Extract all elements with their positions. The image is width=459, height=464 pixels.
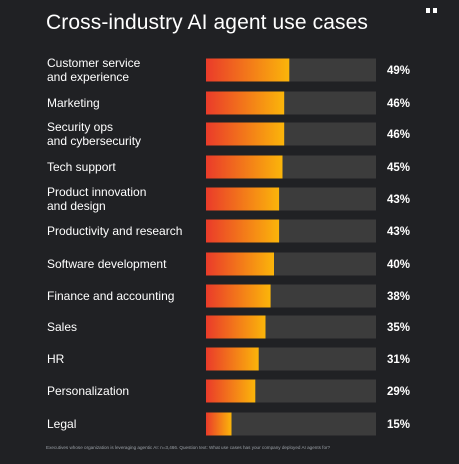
category-label: Personalization	[47, 384, 129, 398]
category-label: Sales	[47, 320, 77, 334]
bar-track	[206, 412, 376, 436]
bar	[206, 58, 290, 82]
value-label: 45%	[387, 162, 410, 174]
bar	[206, 347, 259, 371]
value-label: 31%	[387, 354, 410, 366]
value-label: 43%	[387, 226, 410, 238]
category-label: Marketing	[47, 96, 100, 110]
category-label: Security ops and cybersecurity	[47, 120, 141, 148]
category-label: Finance and accounting	[47, 289, 174, 303]
chart-title: Cross-industry AI agent use cases	[46, 11, 368, 34]
value-label: 40%	[387, 259, 410, 271]
value-label: 35%	[387, 322, 410, 334]
value-label: 49%	[387, 65, 410, 77]
category-label: Software development	[47, 257, 167, 271]
bar	[206, 187, 280, 211]
category-label: Legal	[47, 417, 76, 431]
bar	[206, 219, 280, 243]
bar	[206, 315, 266, 339]
value-label: 46%	[387, 129, 410, 141]
value-label: 38%	[387, 291, 410, 303]
value-label: 15%	[387, 419, 410, 431]
category-label: Tech support	[47, 160, 116, 174]
value-label: 29%	[387, 386, 410, 398]
bar	[206, 91, 285, 115]
value-label: 46%	[387, 98, 410, 110]
bar	[206, 379, 256, 403]
category-label: Product innovation and design	[47, 185, 146, 213]
bar	[206, 412, 232, 436]
category-label: Productivity and research	[47, 224, 182, 238]
bar	[206, 252, 274, 276]
value-label: 43%	[387, 194, 410, 206]
category-label: Customer service and experience	[47, 56, 141, 84]
bar	[206, 122, 285, 146]
category-label: HR	[47, 352, 65, 366]
footnote: Executives whose organization is leverag…	[46, 445, 331, 450]
bar	[206, 284, 271, 308]
logo-mark-icon	[423, 0, 437, 18]
bar	[206, 155, 283, 179]
